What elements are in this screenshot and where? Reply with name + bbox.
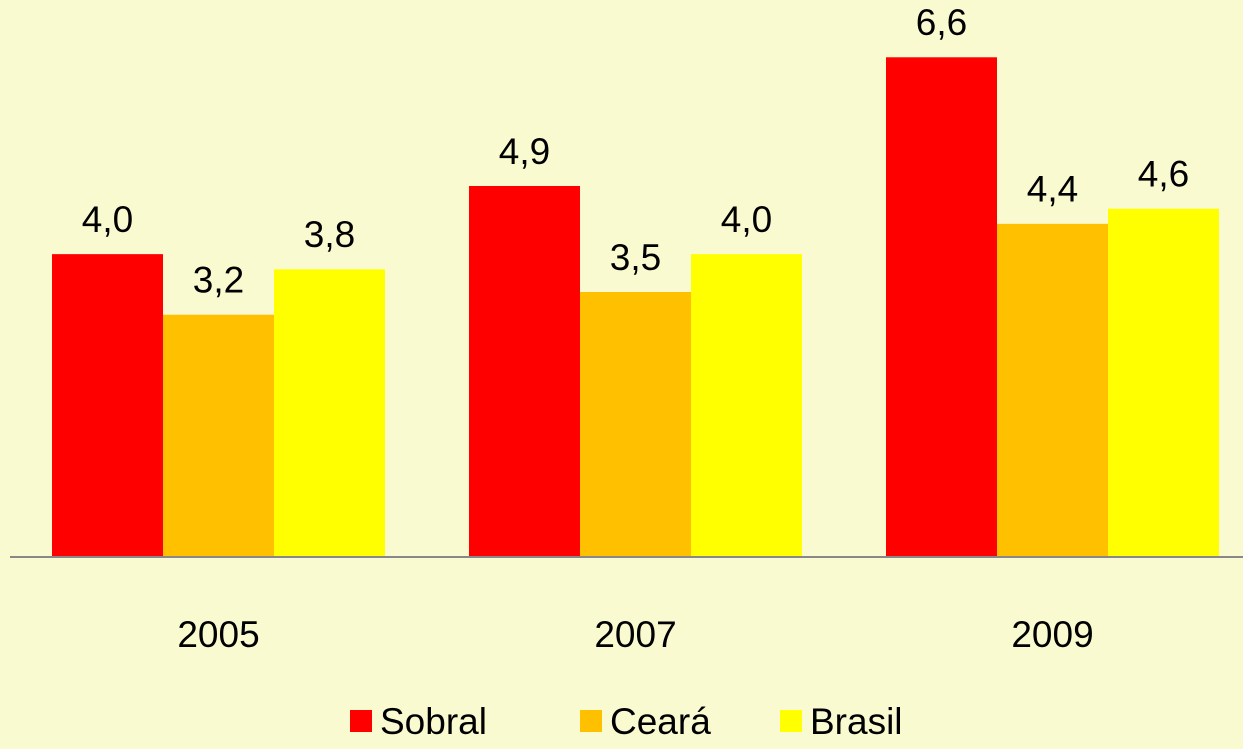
bar <box>691 254 802 557</box>
value-label: 3,2 <box>193 259 244 300</box>
value-label: 4,0 <box>82 199 133 240</box>
value-label: 4,4 <box>1027 169 1078 210</box>
value-label: 4,9 <box>499 131 550 172</box>
legend-label: Sobral <box>380 701 487 742</box>
value-label: 4,6 <box>1138 153 1189 194</box>
legend-swatch <box>580 710 602 732</box>
bar <box>997 223 1108 557</box>
legend-label: Ceará <box>610 701 711 742</box>
value-label: 3,8 <box>304 214 355 255</box>
value-label: 3,5 <box>610 237 661 278</box>
bar <box>469 186 580 557</box>
bar <box>1108 208 1219 557</box>
value-label: 4,0 <box>721 199 772 240</box>
bar <box>52 254 163 557</box>
legend-swatch <box>350 710 372 732</box>
legend-swatch <box>780 710 802 732</box>
x-tick-label: 2005 <box>177 614 259 655</box>
bar <box>274 269 385 557</box>
bar <box>580 292 691 557</box>
legend-label: Brasil <box>810 701 903 742</box>
bar <box>886 57 997 558</box>
x-tick-label: 2009 <box>1011 614 1093 655</box>
x-tick-label: 2007 <box>594 614 676 655</box>
bar <box>163 314 274 557</box>
value-label: 6,6 <box>916 2 967 43</box>
